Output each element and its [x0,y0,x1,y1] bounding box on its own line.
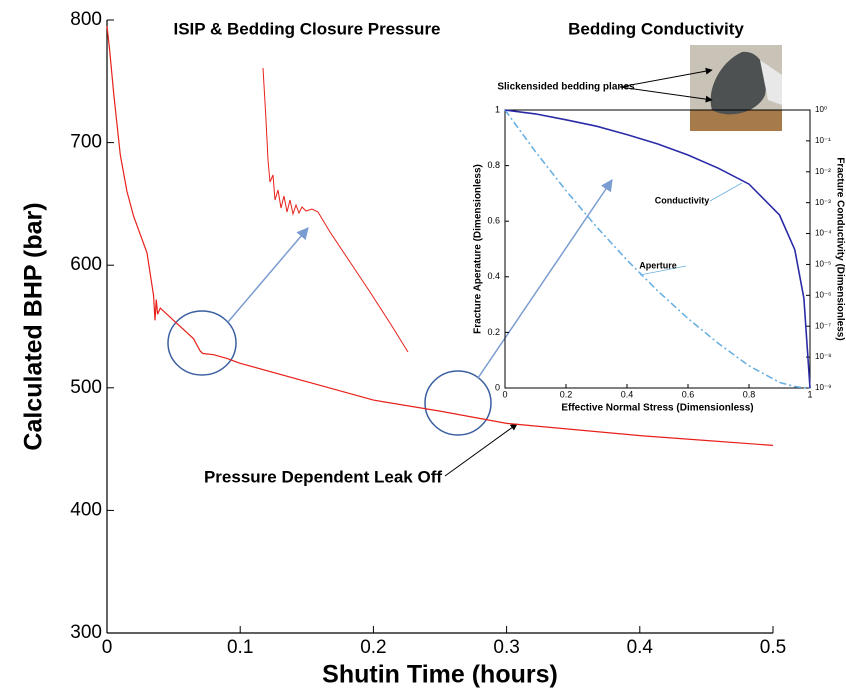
y-tick-label: 1 [495,104,500,114]
annotation: Pressure Dependent Leak Off [204,467,442,486]
y2-tick-label: 10⁻³ [815,198,831,207]
inset-title: Bedding Conductivity [568,19,744,38]
x-tick-label: 0.8 [743,390,756,400]
data-line [504,109,811,389]
zoom-title: ISIP & Bedding Closure Pressure [173,19,440,38]
leakoff-circle [424,370,492,436]
y-tick-label: 400 [70,499,102,520]
x-tick-label: 0.4 [627,637,654,658]
photo-pointer [619,67,713,88]
y2-tick-label: 10⁻² [815,167,831,176]
y2-tick-label: 10⁻⁸ [815,352,832,361]
x-tick-label: 0.1 [227,637,253,658]
y-axis-label: Calculated BHP (bar) [20,202,48,450]
y2-tick-label: 10⁻⁵ [815,260,831,269]
x-tick-label: 0.4 [621,390,634,400]
y-tick-label: 500 [70,377,102,398]
x-tick-label: 0 [502,390,507,400]
y2-tick-label: 10⁻⁷ [815,321,831,330]
y-axis-label: Fracture Aperature (Dimensionless) [473,164,484,334]
x-axis-label: Shutin Time (hours) [322,660,558,688]
x-tick-label: 0.2 [360,637,386,658]
x-tick-label: 0 [102,637,113,658]
y2-tick-label: 10⁻¹ [815,136,831,145]
y-tick-label: 600 [70,254,102,275]
x-tick-label: 1 [807,390,812,400]
x-tick-label: 0.3 [493,637,519,658]
y-tick-label: 0.4 [487,271,500,281]
y-tick-label: 0 [495,382,500,392]
data-line [504,109,811,389]
x-tick-label: 0.2 [560,390,573,400]
y-tick-label: 0.2 [487,327,500,337]
photo-pointer [619,86,713,103]
y2-tick-label: 10⁻⁹ [815,383,832,392]
y-tick-label: 700 [70,132,102,153]
x-tick-label: 0.6 [682,390,695,400]
label-pointer [709,182,743,202]
y-tick-label: 0.8 [487,160,500,170]
y-tick-label: 800 [70,9,102,30]
label-pointer [639,265,687,276]
y2-tick-label: 10⁰ [815,105,827,114]
plot-frame [504,109,811,389]
data-line [106,26,774,446]
zoom-arrow [227,227,309,323]
y-tick-label: 0.6 [487,216,500,226]
series-label: Conductivity [655,195,710,205]
x-axis-label: Effective Normal Stress (Dimensionless) [561,403,753,414]
y2-tick-label: 10⁻⁶ [815,290,831,299]
photo [690,45,782,131]
annotation: Slickensided bedding planes [497,82,635,93]
inset-arrow [477,179,613,379]
zoom-circle [167,310,237,376]
series-label: Aperture [639,260,677,270]
y-tick-label: 300 [70,622,102,643]
y2-axis-label: Fracture Conductivity (Dimensionless) [834,157,845,340]
zoom-sketch [262,67,409,353]
y2-tick-label: 10⁻⁴ [815,229,832,238]
leakoff-arrow [444,423,518,477]
x-tick-label: 0.5 [760,637,786,658]
